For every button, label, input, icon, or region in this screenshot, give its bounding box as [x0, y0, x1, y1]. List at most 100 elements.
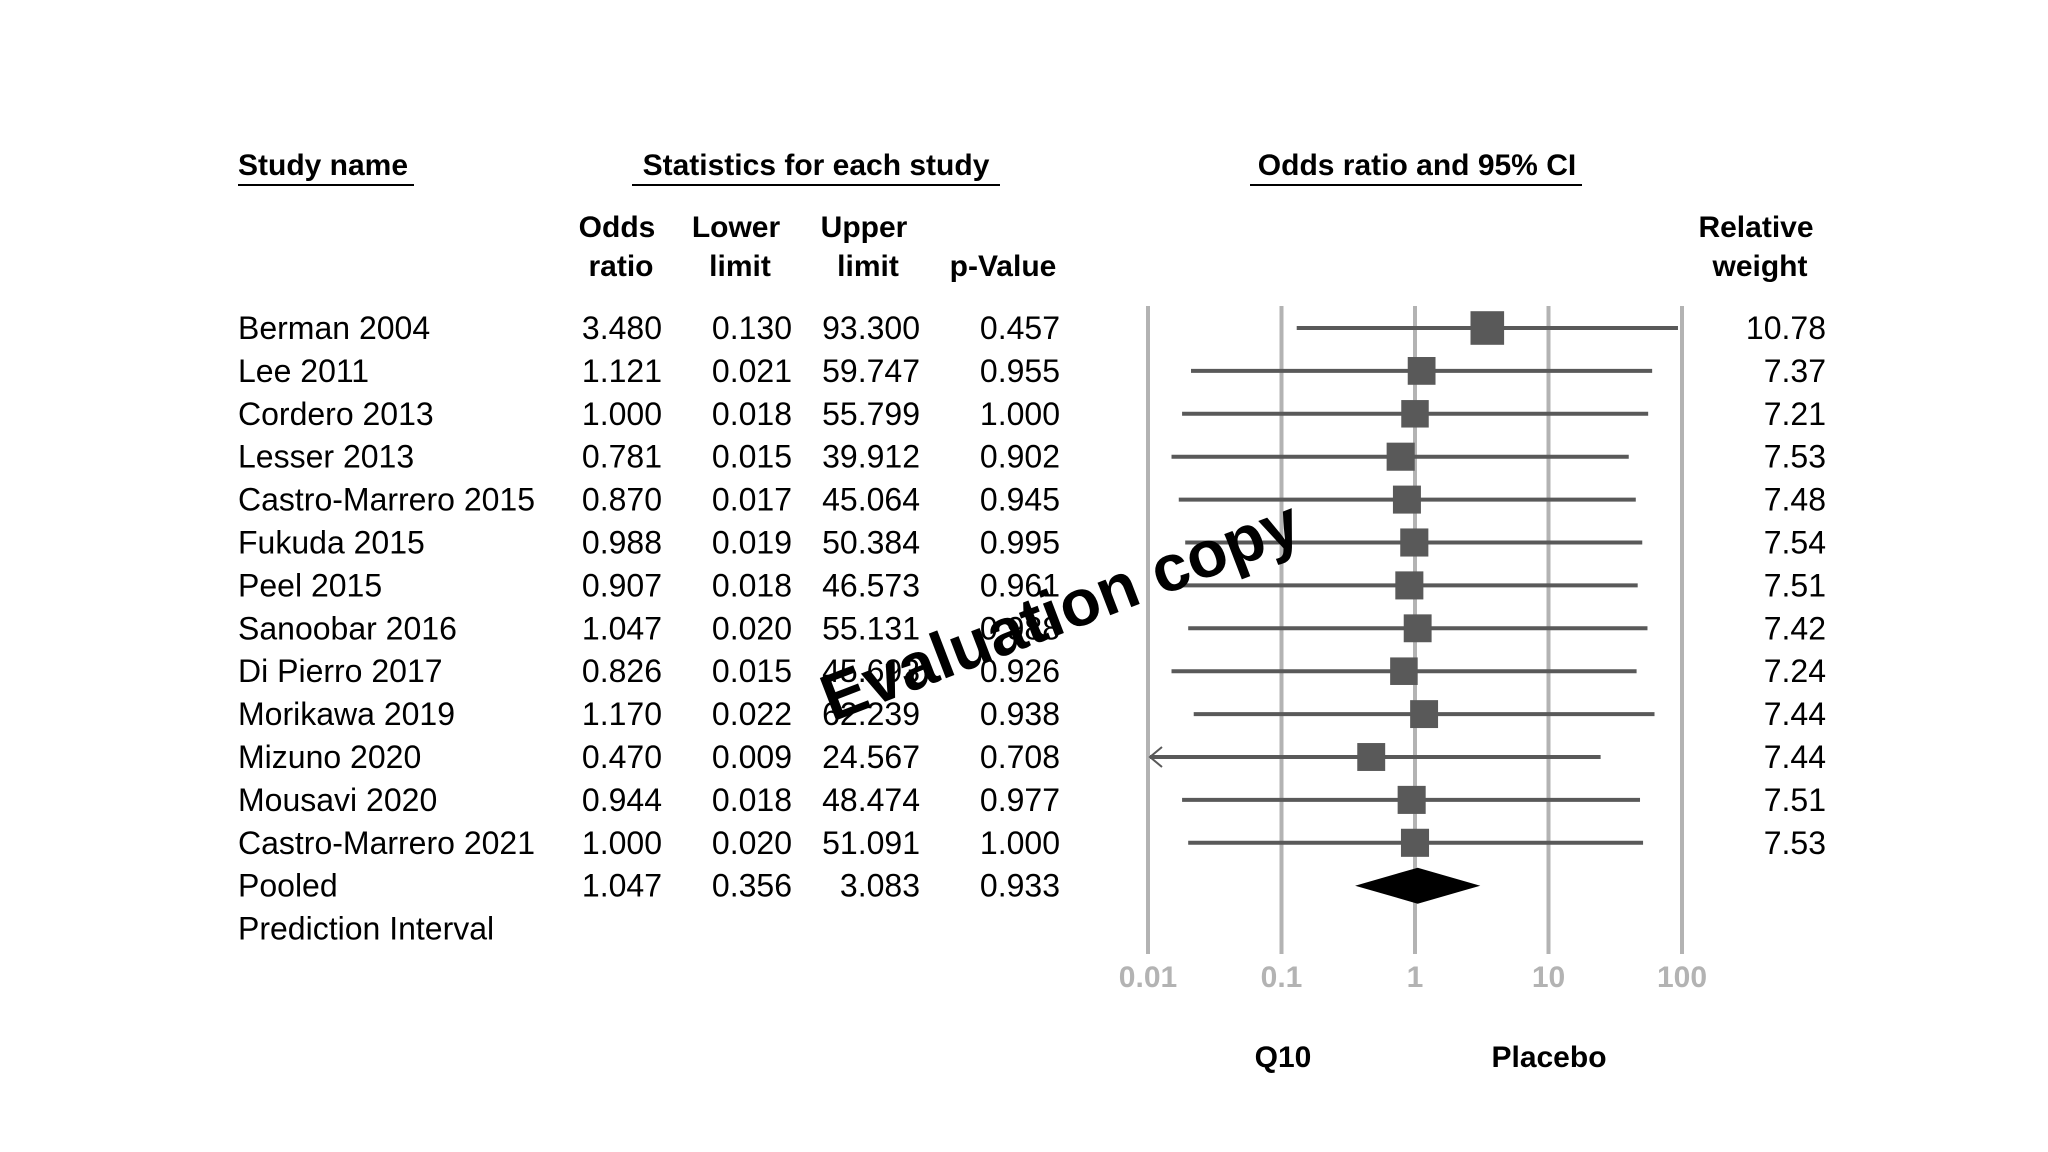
study-weight-7: 7.42	[1764, 610, 1826, 646]
study-or-3: 0.781	[582, 439, 662, 475]
effect-marker-9	[1410, 700, 1439, 729]
effect-marker-7	[1403, 614, 1432, 643]
study-lower-4: 0.017	[712, 482, 792, 518]
study-weight-4: 7.48	[1764, 482, 1826, 518]
study-lower-8: 0.015	[712, 653, 792, 689]
effect-marker-4	[1392, 485, 1421, 514]
study-name-7: Sanoobar 2016	[238, 610, 457, 646]
effect-marker-8	[1390, 657, 1418, 685]
study-name-pooled: Pooled	[238, 868, 338, 904]
study-p-2: 1.000	[980, 396, 1060, 432]
study-weight-11: 7.51	[1764, 782, 1826, 818]
effect-marker-3	[1386, 442, 1415, 471]
study-upper-9: 62.239	[822, 696, 920, 732]
study-weight-2: 7.21	[1764, 396, 1826, 432]
study-weight-5: 7.54	[1764, 525, 1826, 561]
effect-marker-5	[1400, 528, 1429, 557]
study-or-8: 0.826	[582, 653, 662, 689]
study-p-12: 1.000	[980, 825, 1060, 861]
study-p-10: 0.708	[980, 739, 1060, 775]
header-p-value: p-Value	[950, 250, 1057, 283]
study-or-4: 0.870	[582, 482, 662, 518]
study-upper-10: 24.567	[822, 739, 920, 775]
study-p-6: 0.961	[980, 567, 1060, 603]
study-lower-3: 0.015	[712, 439, 792, 475]
study-or-11: 0.944	[582, 782, 662, 818]
study-lower-0: 0.130	[712, 310, 792, 346]
study-weight-12: 7.53	[1764, 825, 1826, 861]
study-p-4: 0.945	[980, 482, 1060, 518]
effect-marker-11	[1397, 785, 1426, 814]
prediction-interval-label: Prediction Interval	[238, 911, 494, 947]
study-name-2: Cordero 2013	[238, 396, 434, 432]
study-p-7: 0.988	[980, 610, 1060, 646]
study-rows: Berman 2004 3.480 0.130 93.300 0.457 10.78 Lee…	[238, 310, 1826, 947]
study-name-4: Castro-Marrero 2015	[238, 482, 535, 518]
header-lower-limit-1: Lower	[692, 211, 781, 244]
study-upper-7: 55.131	[822, 610, 920, 646]
effect-marker-6	[1395, 571, 1424, 600]
study-name-3: Lesser 2013	[238, 439, 414, 475]
study-or-0: 3.480	[582, 310, 662, 346]
study-upper-5: 50.384	[822, 525, 920, 561]
study-weight-1: 7.37	[1764, 353, 1826, 389]
study-or-pooled: 1.047	[582, 868, 662, 904]
study-name-12: Castro-Marrero 2021	[238, 825, 535, 861]
header-odds-ratio-1: Odds	[579, 211, 656, 244]
study-or-5: 0.988	[582, 525, 662, 561]
study-lower-5: 0.019	[712, 525, 792, 561]
study-weight-8: 7.24	[1764, 653, 1826, 689]
study-lower-6: 0.018	[712, 567, 792, 603]
study-upper-11: 48.474	[822, 782, 920, 818]
favors-left-label: Q10	[1255, 1041, 1312, 1074]
study-weight-10: 7.44	[1764, 739, 1826, 775]
header-relative-weight-2: weight	[1712, 250, 1808, 283]
study-lower-7: 0.020	[712, 610, 792, 646]
study-or-10: 0.470	[582, 739, 662, 775]
header-upper-limit-2: limit	[837, 250, 899, 283]
effect-marker-10	[1357, 743, 1386, 771]
study-upper-0: 93.300	[822, 310, 920, 346]
study-or-6: 0.907	[582, 567, 662, 603]
effect-marker-2	[1401, 400, 1429, 428]
study-weight-3: 7.53	[1764, 439, 1826, 475]
study-p-pooled: 0.933	[980, 868, 1060, 904]
header-relative-weight-1: Relative	[1698, 211, 1813, 244]
study-name-5: Fukuda 2015	[238, 525, 425, 561]
study-name-1: Lee 2011	[238, 353, 369, 389]
study-or-2: 1.000	[582, 396, 662, 432]
study-upper-8: 45.693	[822, 653, 920, 689]
study-or-1: 1.121	[582, 353, 662, 389]
study-lower-12: 0.020	[712, 825, 792, 861]
effect-marker-1	[1407, 357, 1436, 385]
study-or-12: 1.000	[582, 825, 662, 861]
x-tick-label-2: 1	[1407, 961, 1424, 994]
study-upper-3: 39.912	[822, 439, 920, 475]
study-p-0: 0.457	[980, 310, 1060, 346]
x-tick-label-0: 0.01	[1119, 961, 1177, 994]
study-name-6: Peel 2015	[238, 567, 382, 603]
header-upper-limit-1: Upper	[821, 211, 908, 244]
study-name-8: Di Pierro 2017	[238, 653, 443, 689]
study-upper-pooled: 3.083	[840, 868, 920, 904]
study-p-11: 0.977	[980, 782, 1060, 818]
study-upper-6: 46.573	[822, 567, 920, 603]
header-lower-limit-2: limit	[709, 250, 771, 283]
study-upper-4: 45.064	[822, 482, 920, 518]
study-lower-10: 0.009	[712, 739, 792, 775]
study-lower-2: 0.018	[712, 396, 792, 432]
study-weight-9: 7.44	[1764, 696, 1826, 732]
study-lower-pooled: 0.356	[712, 868, 792, 904]
study-p-8: 0.926	[980, 653, 1060, 689]
study-p-1: 0.955	[980, 353, 1060, 389]
x-axis-ticks: 0.01 0.1 1 10 100	[1119, 961, 1707, 994]
study-upper-1: 59.747	[822, 353, 920, 389]
x-tick-label-4: 100	[1657, 961, 1707, 994]
study-p-9: 0.938	[980, 696, 1060, 732]
effect-marker-0	[1470, 311, 1505, 345]
study-or-7: 1.047	[582, 610, 662, 646]
study-lower-1: 0.021	[712, 353, 792, 389]
study-p-5: 0.995	[980, 525, 1060, 561]
pooled-diamond	[1355, 867, 1481, 904]
